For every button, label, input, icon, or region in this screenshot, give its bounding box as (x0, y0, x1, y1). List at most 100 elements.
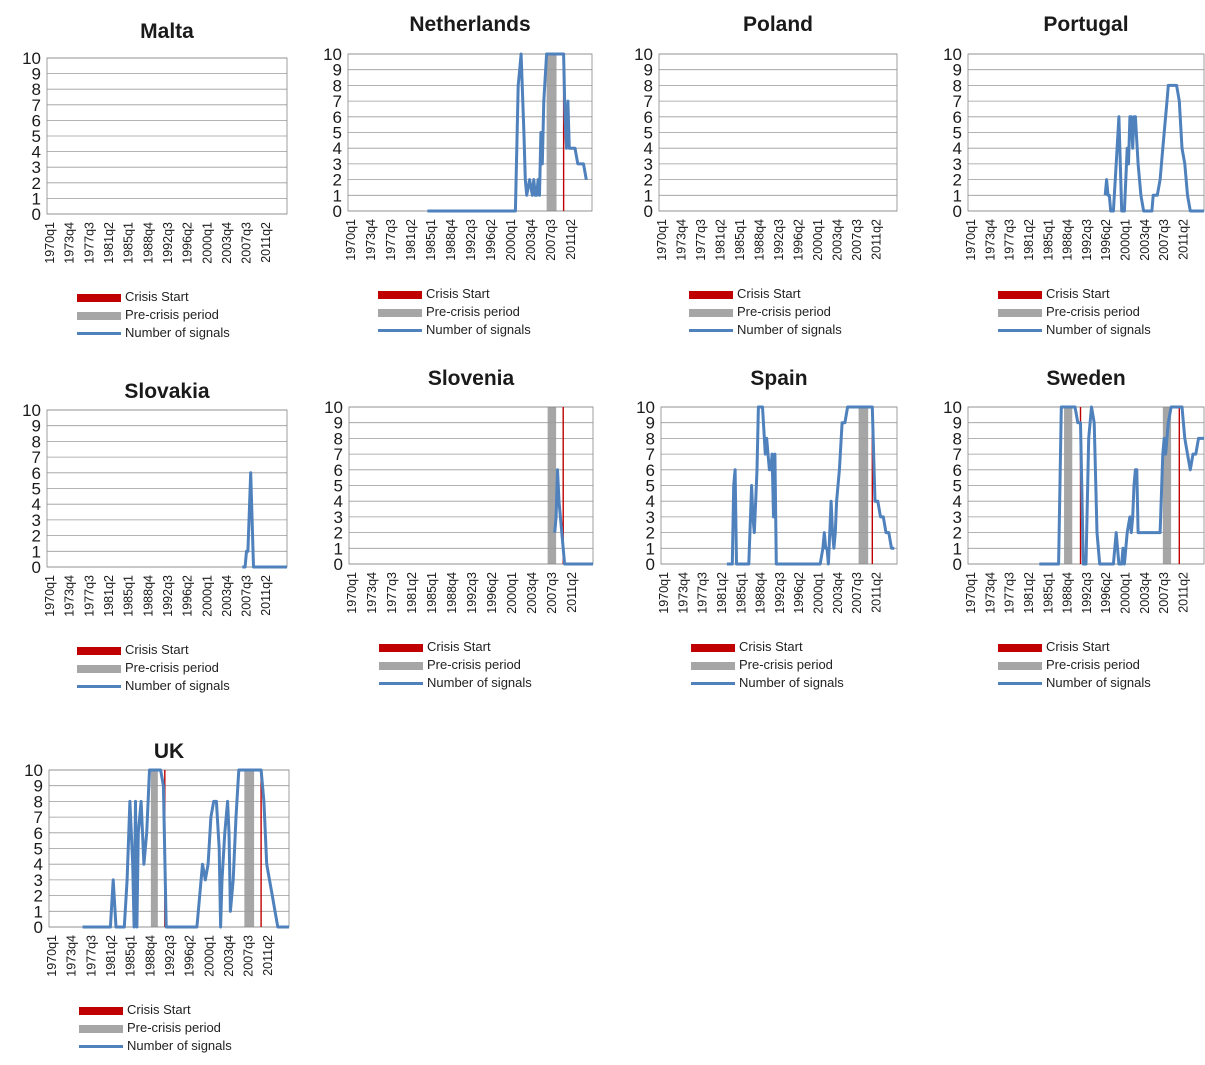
chart-panel: Malta 0 1 2 3 4 5 6 7 8 9 10 1970q1 1973q4 1977q3 1981q… (0, 10, 300, 350)
y-tick-label: 2 (32, 527, 41, 546)
legend-precrisis: Pre-crisis period (998, 656, 1151, 674)
legend-precrisis: Pre-crisis period (378, 303, 531, 321)
signals-line (242, 471, 287, 569)
legend-signals: Number of signals (998, 321, 1151, 339)
y-tick-label: 7 (334, 445, 343, 464)
chart-panel: UK 0 1 2 3 4 5 6 7 8 9 10 1970q1 1973q4 1977q3 1981q2 19… (0, 725, 300, 1065)
y-tick-label: 4 (32, 143, 41, 162)
y-tick-label: 1 (32, 189, 41, 208)
legend-crisis-start: Crisis Start (378, 285, 531, 303)
y-tick-label: 0 (32, 205, 41, 224)
y-tick-label: 5 (953, 124, 962, 143)
y-tick-label: 9 (953, 414, 962, 433)
x-tick-label: 2011q2 (261, 935, 275, 976)
x-tick-label: 1981q2 (104, 935, 118, 977)
x-tick-label: 1973q4 (676, 572, 690, 614)
legend-label: Number of signals (125, 325, 230, 340)
y-tick-label: 4 (334, 492, 343, 511)
legend-swatch (689, 329, 733, 333)
legend-swatch (77, 646, 121, 655)
x-tick-label: 1970q1 (964, 219, 978, 261)
y-tick-label: 3 (32, 158, 41, 177)
y-tick-label: 0 (333, 202, 342, 221)
y-tick-label: 9 (32, 417, 41, 436)
x-tick-label: 1970q1 (43, 222, 57, 264)
y-tick-label: 5 (644, 124, 653, 143)
legend-label: Number of signals (427, 675, 532, 690)
y-tick-label: 2 (953, 171, 962, 190)
y-tick-label: 4 (646, 492, 655, 511)
x-tick-label: 1992q3 (1080, 219, 1094, 261)
x-tick-label: 1981q2 (715, 572, 729, 614)
y-tick-label: 0 (953, 555, 962, 574)
x-tick-label: 1985q1 (122, 575, 136, 617)
x-tick-label: 1970q1 (657, 572, 671, 614)
legend-label: Crisis Start (426, 286, 490, 301)
x-tick-label: 2011q2 (869, 572, 883, 613)
y-tick-label: 4 (34, 855, 43, 874)
chart-panel: Slovakia 0 1 2 3 4 5 6 7 8 9 10 1970q1 1973q4 1977q3 19… (0, 365, 300, 705)
y-tick-label: 3 (953, 155, 962, 174)
legend-label: Number of signals (1046, 675, 1151, 690)
y-tick-label: 10 (22, 49, 41, 68)
y-tick-label: 9 (333, 61, 342, 80)
legend-swatch (379, 661, 423, 670)
x-tick-label: 1981q2 (1022, 572, 1036, 614)
legend-label: Pre-crisis period (739, 657, 833, 672)
chart-legend: Crisis Start Pre-crisis period Number of s… (691, 638, 844, 692)
chart-title: Netherlands (409, 13, 531, 36)
x-tick-label: 2011q2 (259, 575, 273, 616)
legend-swatch (998, 329, 1042, 333)
y-tick-label: 8 (32, 432, 41, 451)
y-tick-label: 3 (334, 508, 343, 527)
x-tick-label: 2007q3 (240, 575, 254, 617)
signals-line (427, 52, 588, 213)
x-tick-label: 2007q3 (544, 219, 558, 261)
y-tick-label: 4 (32, 495, 41, 514)
y-tick-label: 5 (334, 477, 343, 496)
legend-swatch (79, 1024, 123, 1033)
x-tick-label: 1977q3 (84, 935, 98, 977)
x-tick-label: 1996q2 (181, 575, 195, 617)
x-tick-label: 1973q4 (983, 219, 997, 261)
x-tick-label: 1981q2 (102, 222, 116, 264)
y-tick-label: 4 (644, 139, 653, 158)
y-tick-label: 5 (646, 477, 655, 496)
y-tick-label: 7 (32, 448, 41, 467)
y-tick-label: 7 (32, 96, 41, 115)
x-tick-label: 1977q3 (82, 575, 96, 617)
x-tick-label: 2011q2 (869, 219, 883, 260)
x-tick-label: 1985q1 (424, 219, 438, 261)
y-tick-label: 6 (32, 111, 41, 130)
chart-legend: Crisis Start Pre-crisis period Number of s… (378, 285, 531, 339)
x-tick-label: 1985q1 (124, 935, 138, 977)
x-tick-label: 1988q4 (445, 572, 459, 614)
y-tick-label: 8 (953, 429, 962, 448)
x-tick-label: 1981q2 (405, 572, 419, 614)
x-tick-label: 2000q1 (202, 935, 216, 977)
legend-swatch (691, 682, 735, 686)
legend-label: Pre-crisis period (427, 657, 521, 672)
x-tick-label: 1970q1 (43, 575, 57, 617)
legend-label: Crisis Start (125, 289, 189, 304)
x-tick-label: 1996q2 (791, 219, 805, 261)
legend-label: Number of signals (737, 322, 842, 337)
x-tick-label: 2003q4 (830, 219, 844, 261)
legend-precrisis: Pre-crisis period (379, 656, 532, 674)
y-tick-label: 10 (24, 761, 43, 780)
x-tick-label: 1992q3 (1080, 572, 1094, 614)
chart-panel: Spain 0 1 2 3 4 5 6 7 8 9 10 1970q1 1973q4 1977q3 1981q… (612, 362, 912, 702)
x-tick-label: 1977q3 (696, 572, 710, 614)
chart-panel: Sweden 0 1 2 3 4 5 6 7 8 9 10 1970q1 1973q4 1977q3 1981… (920, 362, 1205, 702)
y-tick-label: 3 (646, 508, 655, 527)
y-tick-label: 3 (34, 871, 43, 890)
x-tick-label: 1988q4 (444, 219, 458, 261)
x-tick-label: 2003q4 (220, 575, 234, 617)
y-tick-label: 6 (334, 461, 343, 480)
x-tick-label: 2007q3 (1157, 572, 1171, 614)
x-tick-label: 2007q3 (242, 935, 256, 977)
x-tick-label: 1988q4 (1061, 572, 1075, 614)
x-tick-label: 1988q4 (1061, 219, 1075, 261)
